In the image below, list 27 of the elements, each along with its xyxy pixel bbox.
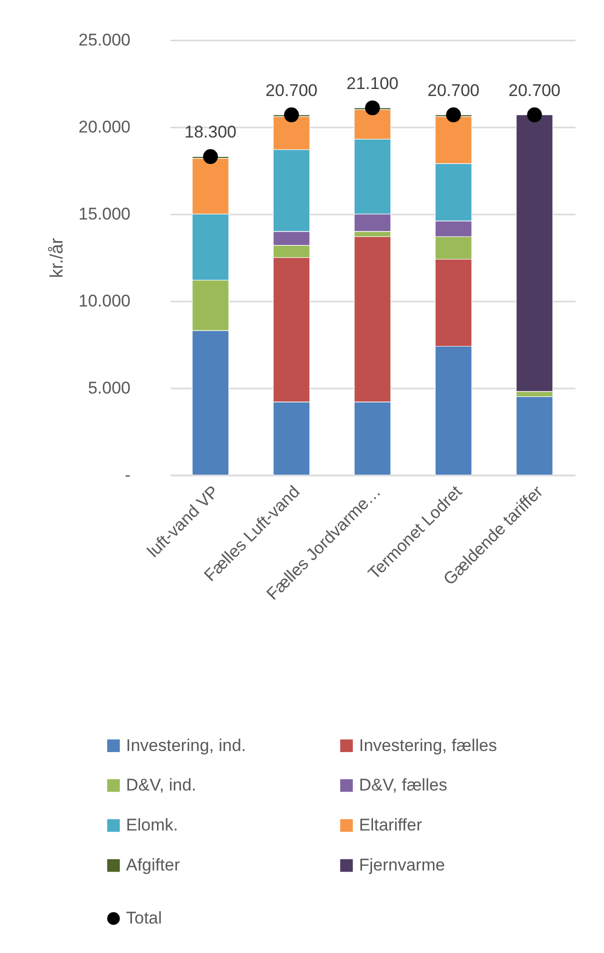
bar	[516, 396, 554, 476]
data-label: 20.700	[508, 80, 560, 100]
y-tick-label: 15.000	[78, 204, 130, 224]
y-tick-label: 20.000	[78, 118, 130, 136]
legend-label: Total	[126, 908, 162, 928]
y-tick-label: 10.000	[78, 292, 130, 310]
point	[284, 107, 299, 122]
point	[203, 149, 218, 164]
data-label: 18.300	[184, 122, 236, 142]
point	[365, 100, 380, 116]
legend-label: Fjernvarme	[359, 856, 445, 874]
data-label: 20.700	[266, 80, 318, 100]
point	[446, 107, 461, 122]
y-tick-label: 25.000	[78, 30, 130, 50]
legend-label: Afgifter	[126, 856, 180, 874]
point	[527, 107, 542, 122]
data-label: 21.100	[346, 74, 398, 93]
y-tick-label: -	[124, 466, 130, 484]
data-label: 20.700	[428, 80, 480, 100]
y-tick-label: 5.000	[88, 378, 130, 398]
legend-label: Investering, fælles	[359, 736, 497, 755]
legend-label: D&V, fælles	[359, 776, 448, 794]
legend-label: Eltariffer	[359, 816, 422, 834]
legend-label: Elomk.	[126, 816, 178, 834]
legend-label: D&V, ind.	[126, 776, 196, 794]
y-axis-title: kr./år	[46, 238, 67, 278]
legend-label: Investering, ind.	[126, 736, 246, 755]
